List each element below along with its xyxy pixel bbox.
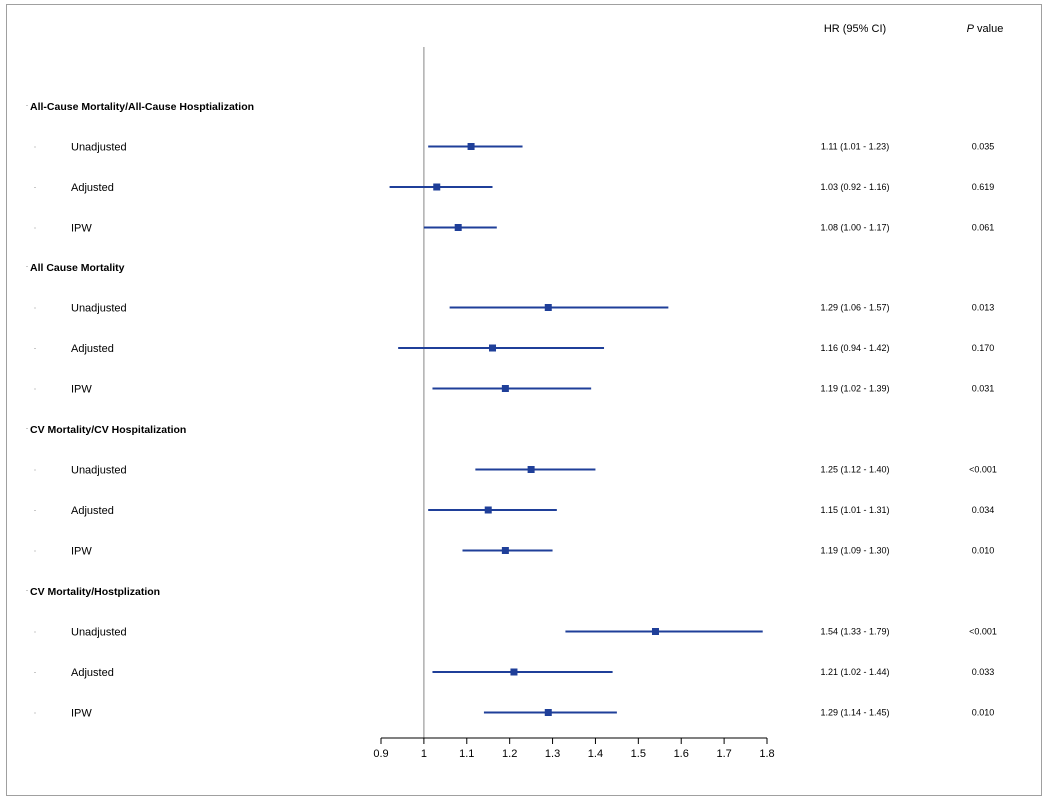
hr-point [433,183,441,191]
x-axis: 0.9 1 1.1 1.2 1.3 1.4 1.5 1.6 1.7 1.8 [373,737,775,760]
hr-ci-value: 1.25 (1.12 - 1.40) [820,465,889,475]
row-bullet [26,428,28,429]
hr-ci-value: 1.08 (1.00 - 1.17) [820,223,889,233]
group-label: CV Mortality/CV Hospitalization [30,424,186,436]
row-label: Unadjusted [71,303,127,315]
hr-point [467,143,475,150]
row-bullet [34,307,36,309]
p-value: 0.010 [972,546,995,556]
hr-ci-value: 1.15 (1.01 - 1.31) [820,505,889,515]
p-value: 0.013 [972,303,995,313]
chart-frame: HR (95% CI) P value All-Cause Mortality/… [6,4,1042,796]
p-value: <0.001 [969,627,997,637]
hr-ci-value: 1.16 (0.94 - 1.42) [820,343,889,353]
x-tick-label: 1.8 [759,748,774,760]
row-label: Adjusted [71,667,114,679]
hr-ci-value: 1.19 (1.09 - 1.30) [820,546,889,556]
x-tick-label: 1.5 [631,748,646,760]
row-bullet [34,672,36,673]
p-value: 0.035 [972,142,995,152]
hr-point [527,466,535,473]
x-tick-label: 1 [421,748,427,760]
x-tick-label: 1.7 [716,748,731,760]
hr-point [501,385,509,392]
p-value: 0.061 [972,223,995,233]
hr-point [484,506,492,514]
row-bullet [34,187,36,188]
row-bullet [34,348,36,349]
x-tick-label: 1.2 [502,748,517,760]
p-value: 0.010 [972,708,995,718]
hr-point [501,547,509,554]
p-value-header-rest: value [974,23,1003,35]
hr-point [489,344,497,352]
rows-layer: All-Cause Mortality/All-Cause Hosptializ… [26,47,997,738]
row-bullet [34,550,36,552]
row-bullet [26,266,28,267]
row-bullet [34,388,36,390]
hr-ci-value: 1.21 (1.02 - 1.44) [820,667,889,677]
p-value-column-header: P value [967,23,1004,35]
x-tick-label: 0.9 [373,748,388,760]
row-label: Unadjusted [71,142,127,154]
hr-ci-value: 1.29 (1.06 - 1.57) [820,303,889,313]
group-label: All-Cause Mortality/All-Cause Hosptializ… [30,101,254,113]
p-value: 0.170 [972,343,995,353]
row-bullet [34,631,36,633]
row-label: Adjusted [71,343,114,355]
hr-point [651,628,659,635]
group-label: All Cause Mortality [30,262,125,274]
row-label: Unadjusted [71,627,127,639]
forest-plot: HR (95% CI) P value All-Cause Mortality/… [26,23,1004,760]
p-value: 0.031 [972,384,995,394]
p-value: 0.034 [972,505,995,515]
row-bullet [26,105,28,106]
p-value-header-italic: P [967,23,975,35]
hr-point [454,224,462,231]
row-label: IPW [71,546,92,558]
row-label: IPW [71,708,92,720]
x-tick-label: 1.3 [545,748,560,760]
row-label: IPW [71,223,92,235]
x-tick-label: 1.4 [588,748,603,760]
row-bullet [26,590,28,591]
row-bullet [34,510,36,511]
hr-ci-value: 1.19 (1.02 - 1.39) [820,384,889,394]
hr-ci-value: 1.11 (1.01 - 1.23) [821,142,889,152]
hr-ci-value: 1.03 (0.92 - 1.16) [820,182,889,192]
hr-ci-value: 1.54 (1.33 - 1.79) [820,627,889,637]
hr-column-header: HR (95% CI) [824,23,886,35]
group-label: CV Mortality/Hostplization [30,586,160,598]
row-bullet [34,469,36,471]
row-bullet [34,712,36,714]
x-tick-label: 1.1 [459,748,474,760]
row-label: Adjusted [71,182,114,194]
row-bullet [34,227,36,229]
row-label: Unadjusted [71,465,127,477]
hr-ci-value: 1.29 (1.14 - 1.45) [820,708,889,718]
row-label: IPW [71,384,92,396]
p-value: 0.619 [972,182,995,192]
hr-point [544,709,552,716]
row-label: Adjusted [71,505,114,517]
hr-point [510,668,518,676]
row-bullet [34,146,36,148]
p-value: <0.001 [969,465,997,475]
p-value: 0.033 [972,667,995,677]
hr-point [544,304,552,311]
x-tick-label: 1.6 [674,748,689,760]
